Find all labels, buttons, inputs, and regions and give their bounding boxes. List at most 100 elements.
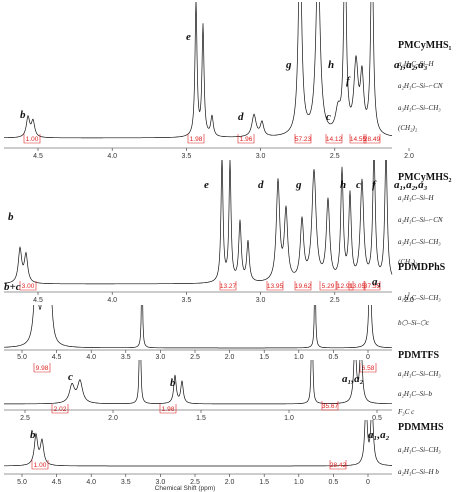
compound-name: PDMTFS — [398, 350, 440, 361]
tick-label: 2.0 — [225, 354, 235, 361]
tick-label: 4.5 — [52, 354, 62, 361]
tick-label: 0 — [366, 479, 370, 486]
tick-label: 2.0 — [404, 297, 414, 304]
tick-label: 3.5 — [121, 354, 131, 361]
integral-value: 14.12 — [326, 136, 343, 143]
integral-value: 1.98 — [162, 406, 175, 413]
peak-label: a₁,a₂,a₃ — [394, 59, 428, 71]
integral-bracket — [363, 281, 381, 291]
integral-value: 37.55 — [364, 283, 381, 290]
integral-bracket — [33, 363, 51, 373]
integral-bracket — [325, 134, 343, 144]
compound-name: PDMDPhS — [398, 262, 446, 273]
integral-value: 2.02 — [54, 406, 67, 413]
integral-value: 13.05 — [349, 283, 366, 290]
integral-bracket — [321, 401, 339, 411]
integral-bracket — [187, 134, 205, 144]
peak-label: h — [340, 179, 346, 191]
integral-bracket — [51, 404, 69, 414]
compound-name: PMCyMHS₁ — [398, 40, 452, 51]
tick-label: 3.0 — [256, 297, 266, 304]
tick-label: 4.0 — [86, 354, 96, 361]
spectrum — [4, 360, 392, 405]
tick-label: 2.0 — [108, 415, 118, 422]
tick-label: 0.5 — [372, 415, 382, 422]
tick-label: 2.0 — [225, 479, 235, 486]
tick-label: 4.0 — [107, 297, 117, 304]
peak-label: c — [356, 179, 361, 191]
structure-text: (CH₂)₂ — [398, 258, 418, 266]
tick-label: 2.5 — [20, 415, 30, 422]
peak-label: b+c — [4, 281, 21, 293]
integral-bracket — [363, 134, 381, 144]
integral-bracket — [23, 134, 41, 144]
structure-text: a₂H₃C–Si–b — [398, 390, 433, 398]
integral-bracket — [31, 460, 49, 470]
tick-label: 0 — [366, 354, 370, 361]
tick-label: 1.0 — [294, 479, 304, 486]
integral-value: 19.62 — [295, 283, 312, 290]
peak-label: b — [8, 211, 14, 223]
peak-label: d — [238, 111, 244, 123]
peak-label: f — [346, 75, 351, 87]
spectrum — [4, 2, 393, 139]
peak-label: c — [68, 371, 73, 383]
spectrum — [4, 420, 393, 467]
tick-label: 1.0 — [294, 354, 304, 361]
integral-value: 1.00 — [26, 136, 39, 143]
tick-label: 2.5 — [330, 153, 340, 160]
integral-bracket — [294, 134, 312, 144]
tick-label: 5.0 — [17, 479, 27, 486]
integral-value: 13.27 — [220, 283, 237, 290]
tick-label: 3.0 — [156, 479, 166, 486]
structure-text: F₃C c — [397, 408, 415, 416]
integral-value: 5.29 — [322, 283, 335, 290]
tick-label: 4.0 — [107, 153, 117, 160]
integral-bracket — [336, 281, 354, 291]
tick-label: 3.0 — [156, 354, 166, 361]
structure-text: (CH₂)₂ — [398, 124, 418, 132]
tick-label: 3.5 — [121, 479, 131, 486]
peak-label: g — [295, 179, 302, 191]
integral-value: 14.55 — [350, 136, 367, 143]
peak-label: a₁,a₂ — [368, 429, 390, 441]
peak-label: h — [328, 59, 334, 71]
structure-text: a₁H₃C–Si–CH₃ — [398, 294, 441, 302]
spectrum — [4, 305, 392, 349]
integral-bracket — [359, 363, 377, 373]
x-axis-title: Chemical Shift (ppm) — [155, 485, 216, 492]
peak-label: a₁,a₂,a₃ — [394, 179, 428, 191]
structure-text: a₂H₃C–Si–⌐CN — [398, 216, 443, 224]
structure-text: a₁H₃C–Si–CH₃ — [398, 446, 441, 454]
integral-value: 6.58 — [362, 365, 375, 372]
tick-label: 4.5 — [33, 297, 43, 304]
peak-label: e — [186, 31, 191, 43]
integral-bracket — [266, 281, 284, 291]
integral-bracket — [294, 281, 312, 291]
integral-bracket — [159, 404, 177, 414]
structure-text: a₂H₃C–Si–H b — [398, 468, 439, 476]
peak-label: g — [285, 59, 292, 71]
peak-label: a₁,a₂ — [342, 373, 364, 385]
integral-value: 13.95 — [267, 283, 284, 290]
structure-text: a₂H₃C–Si–⌐CN — [398, 82, 443, 90]
tick-label: 5.0 — [17, 354, 27, 361]
tick-label: 3.0 — [256, 153, 266, 160]
integral-value: 57.23 — [295, 136, 312, 143]
integral-value: 12.91 — [337, 283, 354, 290]
integral-bracket — [348, 281, 366, 291]
peak-label: d — [258, 179, 264, 191]
tick-label: 2.5 — [190, 479, 200, 486]
integral-value: 1.00 — [34, 462, 47, 469]
peak-label: e — [204, 179, 209, 191]
integral-value: 1.98 — [190, 136, 203, 143]
compound-name: PMCyMHS₂ — [398, 172, 452, 183]
tick-label: 0.5 — [329, 479, 339, 486]
integral-value: 1.96 — [240, 136, 253, 143]
tick-label: 2.5 — [330, 297, 340, 304]
tick-label: 4.5 — [52, 479, 62, 486]
integral-bracket — [19, 281, 37, 291]
peak-label: b — [170, 377, 176, 389]
integral-bracket — [219, 281, 237, 291]
structure-text: a₃H₃C–Si–CH₃ — [398, 238, 441, 246]
